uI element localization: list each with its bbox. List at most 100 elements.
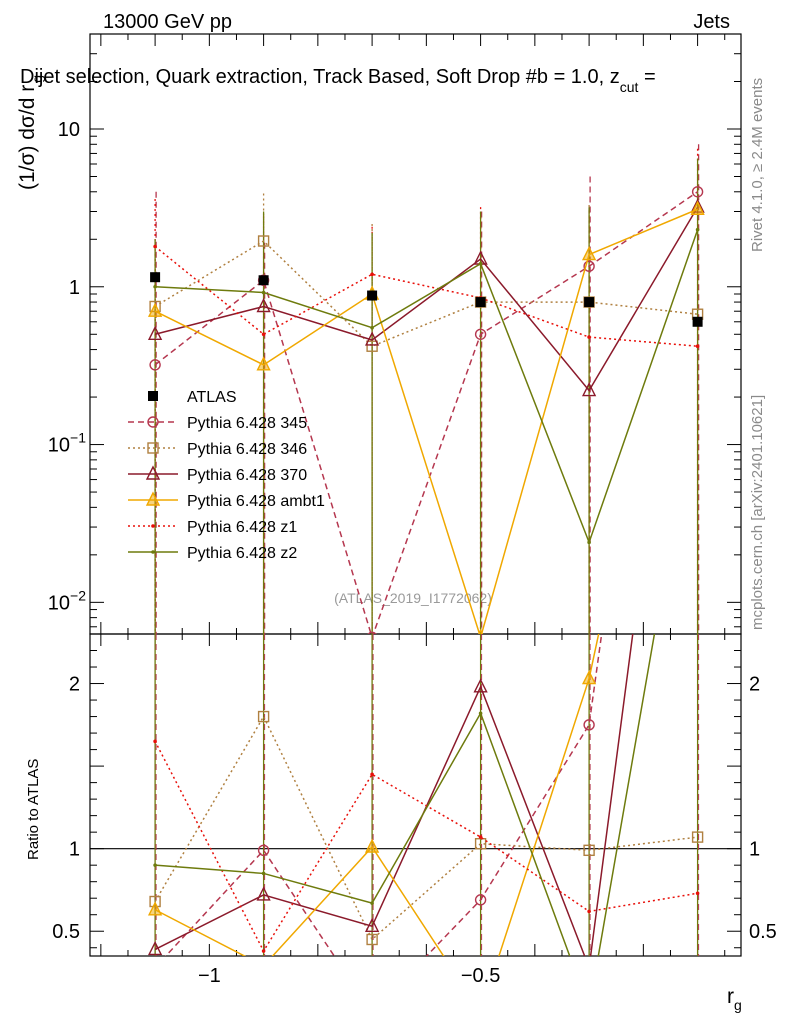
plot-title-main: Dijet selection, Quark extraction, Track… <box>20 66 620 88</box>
ratio-line-z2 <box>155 634 656 956</box>
ratio-line-z1 <box>154 740 698 953</box>
ratio-point-p346 <box>583 844 595 857</box>
ratio-point-p346 <box>366 933 378 946</box>
legend-marker-p345 <box>147 416 159 428</box>
ratio-point-p345 <box>257 844 270 857</box>
main-ylabel-sub: g <box>29 75 45 83</box>
series-line-ambt1 <box>154 208 698 634</box>
point-p345 <box>474 328 487 340</box>
main-y-tick-label: 10 <box>58 119 80 141</box>
point-p370 <box>581 381 597 397</box>
point-atlas <box>367 290 378 301</box>
point-z1 <box>695 344 700 349</box>
x-axis-label: rg <box>727 985 742 1013</box>
legend: ATLAS Pythia 6.428 345 Pythia 6.428 346 Pyt… <box>128 389 325 562</box>
ratio-point-ambt1 <box>364 838 380 853</box>
x-tick-label: −1 <box>198 965 221 987</box>
ratio-point-z1 <box>695 891 700 896</box>
legend-marker-ambt1 <box>145 491 161 506</box>
ratio-point-p345 <box>583 719 595 731</box>
point-z1 <box>587 335 591 339</box>
main-y-tick-label: 1 <box>69 277 80 299</box>
x-axis-label-sub: g <box>734 997 742 1013</box>
ratio-point-p346 <box>257 710 270 723</box>
series-layer <box>147 132 705 1018</box>
ratio-y-tick-label-right: 1 <box>749 839 760 861</box>
ratio-y-tick-label-left: 1 <box>69 839 80 861</box>
legend-label-p345: Pythia 6.428 345 <box>187 415 307 432</box>
ratio-point-p370 <box>256 886 271 901</box>
plot-title-subscript: cut <box>620 79 639 95</box>
main-y-tick-label: 10−2 <box>48 587 86 614</box>
legend-label-p346: Pythia 6.428 346 <box>187 441 307 458</box>
point-p346 <box>257 235 270 247</box>
ratio-point-ambt1 <box>475 1005 487 1017</box>
legend-label-ambt1: Pythia 6.428 ambt1 <box>187 493 325 510</box>
series-line-z1 <box>154 245 698 347</box>
main-y-tick-label: 10−1 <box>48 430 86 457</box>
ratio-point-p370 <box>583 961 595 973</box>
main-y-tick-base: 10 <box>48 592 70 614</box>
point-p370 <box>147 325 163 340</box>
point-atlas <box>692 316 703 327</box>
main-y-tick-exponent: −2 <box>70 587 86 603</box>
ratio-point-p345 <box>367 1008 377 1018</box>
plot-title-suffix: = <box>638 66 655 88</box>
legend-marker-p370 <box>145 465 161 480</box>
energy-label: 13000 GeV pp <box>103 11 232 33</box>
rivet-label: Rivet 4.1.0, ≥ 2.4M events <box>749 78 766 252</box>
point-z2 <box>261 290 266 295</box>
point-z1 <box>153 244 157 249</box>
ratio-point-ambt1 <box>147 901 163 916</box>
point-ambt1 <box>690 200 705 215</box>
ratio-point-p345 <box>474 894 487 906</box>
main-y-tick-base: 10 <box>48 435 70 457</box>
plot-title: Dijet selection, Quark extraction, Track… <box>20 66 656 95</box>
ratio-panel-frame <box>89 633 742 957</box>
point-p370 <box>364 331 380 346</box>
point-atlas <box>475 297 486 308</box>
analysis-watermark: (ATLAS_2019_I1772062) <box>334 590 492 606</box>
category-label: Jets <box>693 11 730 33</box>
point-atlas <box>258 275 269 286</box>
legend-marker-z1 <box>151 524 155 528</box>
point-p345 <box>691 186 704 198</box>
legend-label-atlas: ATLAS <box>187 389 237 406</box>
point-z2 <box>695 227 700 232</box>
legend-label-p370: Pythia 6.428 370 <box>187 467 307 484</box>
series-line-p370 <box>154 206 699 392</box>
series-line-z2 <box>155 229 699 545</box>
ratio-point-z2 <box>370 901 374 905</box>
main-ylabel-text: (1/σ) dσ/d r <box>16 85 39 190</box>
legend-marker-atlas <box>148 391 158 401</box>
ratio-y-tick-label-left: 2 <box>69 674 80 696</box>
legend-marker-p346 <box>147 442 159 454</box>
ratio-y-tick-label-left: 0.5 <box>52 921 80 943</box>
point-atlas <box>584 297 595 308</box>
point-z2 <box>587 540 591 545</box>
ratio-plot-area <box>147 132 704 1018</box>
point-p346 <box>366 340 378 352</box>
ratio-point-p370 <box>692 132 704 144</box>
ratio-point-z2 <box>478 711 483 716</box>
ratio-point-p345 <box>150 963 160 973</box>
point-ambt1 <box>147 302 163 317</box>
legend-label-z2: Pythia 6.428 z2 <box>187 545 297 562</box>
point-z2 <box>370 325 374 330</box>
point-p345 <box>149 359 161 371</box>
point-ambt1 <box>256 356 271 371</box>
x-tick-label: −0.5 <box>461 965 500 987</box>
point-p370 <box>256 297 271 313</box>
point-p345 <box>583 260 595 272</box>
ratio-point-z2 <box>587 1007 591 1011</box>
ratio-point-z1 <box>261 949 266 953</box>
series-line-p345 <box>154 191 699 634</box>
ratio-y-tick-label-right: 2 <box>749 674 760 696</box>
ratio-point-p370 <box>473 678 488 693</box>
ratio-point-p370 <box>147 940 163 956</box>
ratio-point-z2 <box>261 871 266 876</box>
ratio-ylabel: Ratio to ATLAS <box>25 759 42 860</box>
